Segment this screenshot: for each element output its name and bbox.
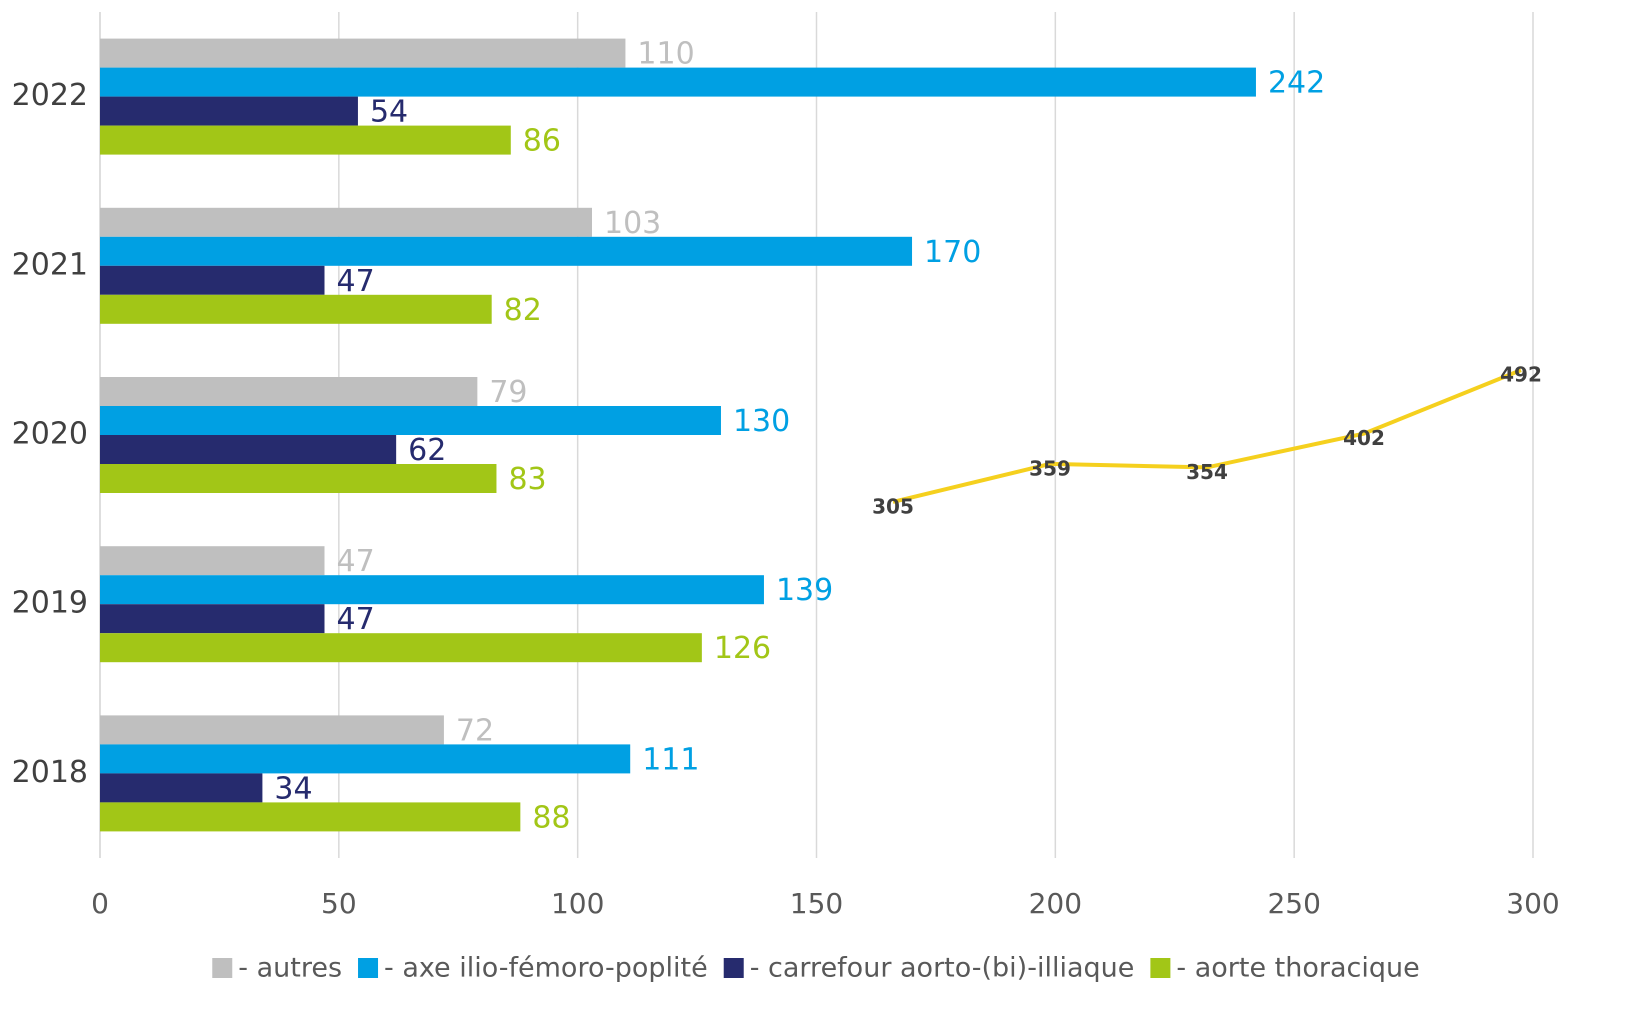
x-tick-label: 300 [1506, 887, 1559, 920]
bar [100, 633, 702, 663]
data-label: 79 [489, 375, 527, 410]
data-label: 82 [504, 293, 542, 328]
data-label: 83 [508, 462, 546, 497]
line-label: 359 [1029, 456, 1071, 480]
data-label: 54 [370, 95, 408, 130]
y-tick-label: 2021 [12, 247, 88, 282]
bar [100, 96, 358, 126]
y-tick-label: 2020 [12, 417, 88, 452]
x-tick-label: 250 [1267, 887, 1320, 920]
legend-swatch [358, 958, 379, 978]
legend: - autres - axe ilio-fémoro-poplité - carre… [212, 953, 1420, 984]
x-tick-label: 200 [1029, 887, 1082, 920]
data-label: 126 [714, 631, 771, 666]
x-tick-label: 150 [790, 887, 843, 920]
bar [100, 744, 631, 774]
y-tick-label: 2018 [12, 755, 88, 790]
line-label: 402 [1343, 426, 1385, 450]
bar [100, 406, 721, 435]
data-label: 47 [337, 264, 375, 299]
legend-label: - autres [238, 953, 342, 984]
legend-swatch [1150, 958, 1171, 978]
legend-label: - axe ilio-fémoro-poplité [384, 953, 708, 984]
bar [100, 464, 497, 493]
data-label: 170 [924, 235, 981, 270]
line-series [892, 368, 1522, 504]
data-label: 86 [523, 124, 561, 159]
data-label: 34 [274, 771, 312, 806]
y-tick-label: 2019 [12, 586, 88, 621]
data-label: 130 [733, 404, 790, 439]
data-label: 242 [1268, 66, 1325, 101]
legend-swatch [723, 958, 744, 978]
data-label: 139 [776, 573, 833, 608]
data-label: 110 [637, 37, 694, 72]
bar [100, 265, 325, 295]
legend-label: - carrefour aorto-(bi)-illiaque [750, 953, 1135, 984]
line-label: 354 [1186, 460, 1228, 484]
x-tick-label: 50 [321, 887, 357, 920]
bar [100, 377, 478, 406]
data-label: 47 [337, 602, 375, 637]
bar [100, 575, 764, 605]
data-label: 72 [456, 713, 494, 748]
data-label: 111 [642, 742, 699, 777]
bar [100, 802, 521, 832]
bar [100, 294, 492, 324]
bar [100, 38, 626, 68]
data-label: 88 [532, 800, 570, 835]
data-label: 103 [604, 206, 661, 241]
data-label: 62 [408, 433, 446, 468]
bar [100, 604, 325, 634]
legend-swatch [212, 958, 233, 978]
bar [100, 207, 592, 237]
legend-label: - aorte thoracique [1176, 953, 1419, 984]
bar [100, 546, 325, 576]
bar [100, 236, 913, 266]
bar [100, 435, 397, 464]
bar [100, 67, 1256, 97]
line-label: 305 [872, 494, 914, 518]
line-label: 492 [1500, 363, 1542, 387]
data-label: 47 [337, 544, 375, 579]
bar [100, 125, 511, 155]
y-tick-label: 2022 [12, 78, 88, 113]
x-tick-label: 0 [91, 887, 109, 920]
bar [100, 715, 444, 745]
bar [100, 773, 263, 803]
x-tick-label: 100 [551, 887, 604, 920]
